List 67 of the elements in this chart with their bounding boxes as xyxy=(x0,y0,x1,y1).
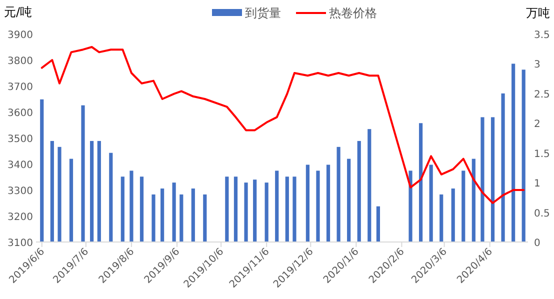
bar xyxy=(109,152,113,242)
y-tick-label: 3900 xyxy=(8,30,33,41)
bar xyxy=(326,164,330,242)
bar xyxy=(58,146,62,242)
bar xyxy=(408,170,412,242)
y-axis-title: 元/吨 xyxy=(4,5,32,19)
bar xyxy=(180,194,184,242)
bar xyxy=(440,194,444,242)
bar xyxy=(306,164,310,242)
bar xyxy=(120,176,124,242)
y2-tick-label: 1 xyxy=(534,178,540,190)
y2-tick-label: 2.5 xyxy=(534,89,550,100)
y2-tick-label: 3 xyxy=(534,60,540,71)
bar xyxy=(225,176,229,242)
y2-tick-label: 0 xyxy=(534,238,540,249)
bar xyxy=(522,70,526,242)
bar xyxy=(234,176,238,242)
bar xyxy=(368,129,372,242)
bar xyxy=(160,188,164,242)
bar xyxy=(172,182,176,242)
bar xyxy=(90,140,94,242)
y-tick-label: 3200 xyxy=(8,212,33,223)
y2-tick-label: 2 xyxy=(534,119,540,130)
bar xyxy=(512,64,516,242)
bar xyxy=(203,194,207,242)
y-tick-label: 3600 xyxy=(8,108,33,119)
bar xyxy=(69,158,74,242)
bar xyxy=(244,182,248,242)
bar xyxy=(140,176,144,242)
bar xyxy=(480,117,484,242)
bar xyxy=(152,194,156,242)
bar xyxy=(418,123,423,242)
bar xyxy=(253,180,257,242)
bar xyxy=(376,206,380,242)
bar xyxy=(97,140,101,242)
bar xyxy=(285,176,289,242)
y2-tick-label: 1.5 xyxy=(534,148,550,160)
bar xyxy=(50,140,54,242)
bar xyxy=(316,170,320,242)
y2-tick-label: 0.5 xyxy=(534,208,550,220)
bar xyxy=(292,176,296,242)
bar xyxy=(357,140,361,242)
bar xyxy=(462,170,466,242)
bar xyxy=(275,170,279,242)
y-tick-label: 3300 xyxy=(8,186,33,197)
bar xyxy=(191,188,195,242)
y-tick-label: 3400 xyxy=(8,160,33,171)
bar xyxy=(130,170,134,242)
bar xyxy=(472,158,476,242)
y2-tick-label: 3.5 xyxy=(534,30,550,41)
y-tick-label: 3500 xyxy=(8,134,33,145)
legend-label: 热卷价格 xyxy=(329,6,377,20)
bar xyxy=(490,117,495,242)
bar xyxy=(347,158,351,242)
bar xyxy=(429,164,433,242)
bar xyxy=(81,105,85,242)
bar xyxy=(501,93,505,242)
y2-axis-title: 万吨 xyxy=(526,6,550,20)
y-tick-label: 3100 xyxy=(8,238,33,249)
bar xyxy=(336,146,340,242)
legend-label: 到货量 xyxy=(245,6,281,20)
y-tick-label: 3800 xyxy=(8,56,33,67)
bar xyxy=(264,182,268,242)
bar xyxy=(451,188,455,242)
bar xyxy=(40,99,44,242)
y-tick-label: 3700 xyxy=(8,82,33,93)
line-series xyxy=(40,46,525,204)
